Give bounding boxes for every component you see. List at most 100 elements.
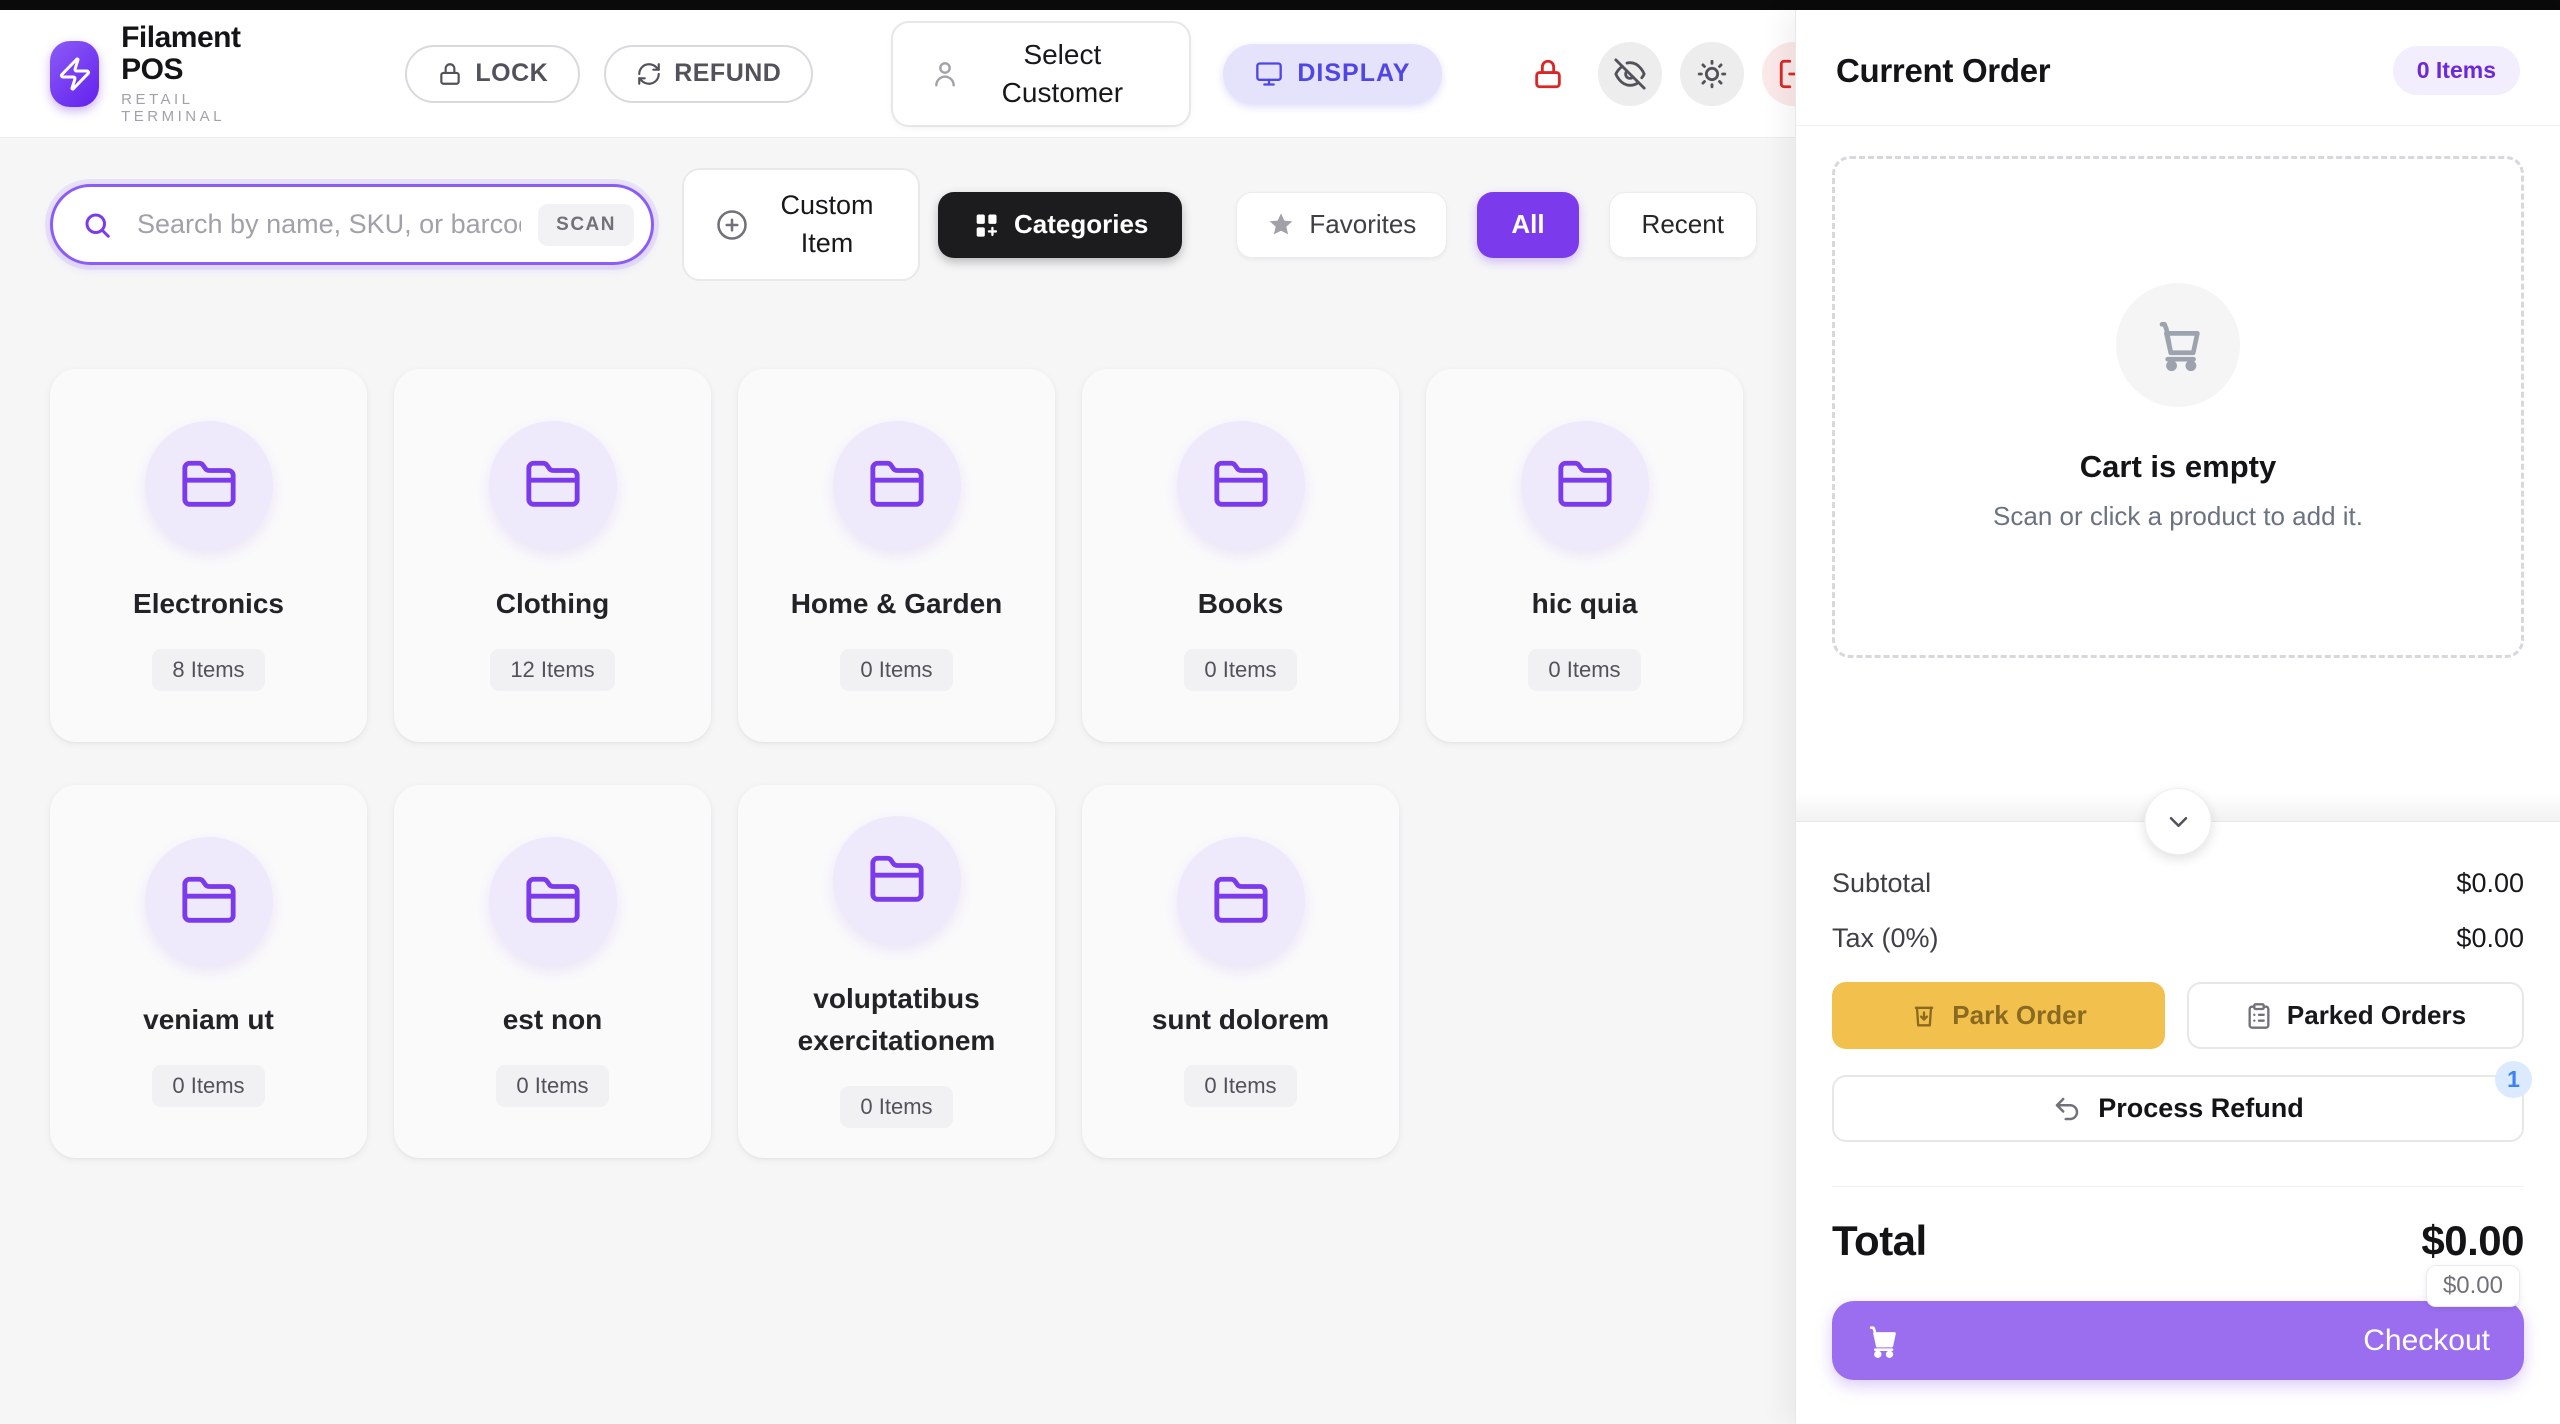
brand-name-line2: POS	[121, 52, 183, 86]
folder-icon-circle	[144, 836, 273, 965]
category-item-count: 0 Items	[496, 1064, 609, 1107]
subtotal-label: Subtotal	[1832, 868, 1932, 898]
monitor-icon	[1255, 60, 1283, 88]
sun-icon	[1695, 57, 1729, 91]
categories-filter-label: Categories	[1014, 209, 1149, 239]
squares-plus-icon	[972, 211, 1000, 239]
brand-subtitle: RETAIL TERMINAL	[121, 91, 225, 126]
custom-item-label: Custom Item	[780, 189, 874, 258]
folder-icon-circle	[1176, 420, 1305, 549]
top-bar: Filament POS RETAIL TERMINAL LOCK REFUND	[0, 10, 1827, 138]
scan-hint-chip: SCAN	[538, 204, 634, 246]
red-lock-icon	[1531, 57, 1565, 91]
subtotal-row: Subtotal $0.00	[1832, 868, 2524, 899]
brightness-button[interactable]	[1680, 41, 1745, 106]
checkout-button[interactable]: Checkout	[1832, 1301, 2524, 1380]
category-card-voluptatibus[interactable]: voluptatibus exercitationem 0 Items	[738, 785, 1055, 1158]
all-filter-label: All	[1511, 209, 1545, 239]
toolbar: SCAN Custom Item Categories Favorites	[50, 168, 1795, 281]
category-name: Home & Garden	[790, 587, 1003, 619]
brand-text: Filament POS RETAIL TERMINAL	[121, 20, 257, 126]
folder-icon-circle	[488, 420, 617, 549]
category-card-hic-quia[interactable]: hic quia 0 Items	[1426, 369, 1743, 742]
folder-icon	[1556, 456, 1614, 514]
collapse-summary-button[interactable]	[2144, 788, 2212, 855]
brand: Filament POS RETAIL TERMINAL	[50, 20, 257, 126]
chevron-down-icon	[2163, 807, 2193, 837]
subtotal-value: $0.00	[2456, 868, 2524, 898]
custom-item-button[interactable]: Custom Item	[682, 168, 920, 281]
star-icon	[1267, 211, 1295, 239]
empty-cart-dropzone: Cart is empty Scan or click a product to…	[1832, 156, 2524, 658]
total-row: Total $0.00	[1832, 1217, 2524, 1265]
refresh-icon	[636, 61, 662, 87]
archive-down-icon	[1910, 1002, 1938, 1030]
refund-button[interactable]: REFUND	[604, 44, 814, 103]
lock-button-label: LOCK	[475, 59, 549, 87]
category-name: est non	[502, 1003, 603, 1035]
process-refund-button[interactable]: Process Refund 1	[1832, 1061, 2532, 1142]
category-item-count: 8 Items	[152, 648, 265, 691]
tax-row: Tax (0%) $0.00	[1832, 923, 2524, 954]
current-order-panel: Current Order 0 Items Cart is empty Scan…	[1795, 10, 2560, 1424]
category-card-home-garden[interactable]: Home & Garden 0 Items	[738, 369, 1055, 742]
park-buttons-row: Park Order Parked Orders	[1832, 982, 2524, 1049]
top-black-strip	[0, 0, 2560, 10]
folder-icon-circle	[1176, 836, 1305, 965]
brand-name-line1: Filament	[121, 20, 241, 54]
empty-cart-subtitle: Scan or click a product to add it.	[1993, 500, 2363, 531]
category-card-electronics[interactable]: Electronics 8 Items	[50, 369, 367, 742]
folder-icon	[180, 872, 238, 930]
order-items-badge: 0 Items	[2392, 46, 2520, 95]
folder-icon	[524, 872, 582, 930]
cart-area: Cart is empty Scan or click a product to…	[1796, 126, 2560, 821]
select-customer-button[interactable]: Select Customer	[891, 20, 1192, 127]
app-logo	[50, 40, 100, 107]
category-card-books[interactable]: Books 0 Items	[1082, 369, 1399, 742]
total-label: Total	[1832, 1217, 1927, 1264]
category-name: hic quia	[1531, 587, 1638, 619]
park-order-button[interactable]: Park Order	[1832, 982, 2165, 1049]
folder-icon	[1212, 872, 1270, 930]
category-name: Clothing	[495, 587, 610, 619]
recent-filter-button[interactable]: Recent	[1608, 191, 1757, 258]
empty-cart-icon-circle	[2116, 282, 2240, 407]
recent-filter-label: Recent	[1641, 209, 1724, 239]
folder-icon	[180, 456, 238, 514]
all-filter-button[interactable]: All	[1477, 191, 1579, 258]
category-item-count: 0 Items	[840, 1085, 953, 1128]
folder-icon-circle	[488, 836, 617, 965]
lock-icon	[437, 61, 463, 87]
display-button[interactable]: DISPLAY	[1223, 43, 1443, 104]
main-area: Filament POS RETAIL TERMINAL LOCK REFUND	[0, 10, 1827, 1424]
empty-cart-title: Cart is empty	[2079, 448, 2277, 484]
hide-display-button[interactable]	[1598, 41, 1663, 106]
folder-icon	[1212, 456, 1270, 514]
clipboard-list-icon	[2245, 1002, 2273, 1030]
category-name: Books	[1197, 587, 1284, 619]
folder-icon	[868, 456, 926, 514]
favorites-filter-button[interactable]: Favorites	[1236, 191, 1448, 258]
category-name: Electronics	[133, 587, 284, 619]
category-card-veniam-ut[interactable]: veniam ut 0 Items	[50, 785, 367, 1158]
total-divider	[1832, 1186, 2524, 1187]
locked-status-button[interactable]	[1516, 42, 1580, 106]
categories-filter-button[interactable]: Categories	[938, 191, 1183, 258]
search-box: SCAN	[50, 184, 654, 265]
category-card-clothing[interactable]: Clothing 12 Items	[394, 369, 711, 742]
folder-icon-circle	[1520, 420, 1649, 549]
category-card-sunt-dolorem[interactable]: sunt dolorem 0 Items	[1082, 785, 1399, 1158]
order-panel-title: Current Order	[1836, 51, 2051, 89]
category-item-count: 0 Items	[152, 1064, 265, 1107]
category-item-count: 12 Items	[490, 648, 615, 691]
park-order-label: Park Order	[1952, 1000, 2087, 1030]
lightning-bolt-icon	[57, 56, 93, 92]
parked-orders-button[interactable]: Parked Orders	[2187, 982, 2524, 1049]
category-card-est-non[interactable]: est non 0 Items	[394, 785, 711, 1158]
checkout-label: Checkout	[2363, 1323, 2490, 1357]
checkout-area: $0.00 Checkout	[1832, 1265, 2524, 1380]
category-item-count: 0 Items	[1184, 648, 1297, 691]
undo-icon	[2052, 1094, 2082, 1124]
lock-button[interactable]: LOCK	[405, 44, 581, 103]
folder-icon	[868, 851, 926, 909]
